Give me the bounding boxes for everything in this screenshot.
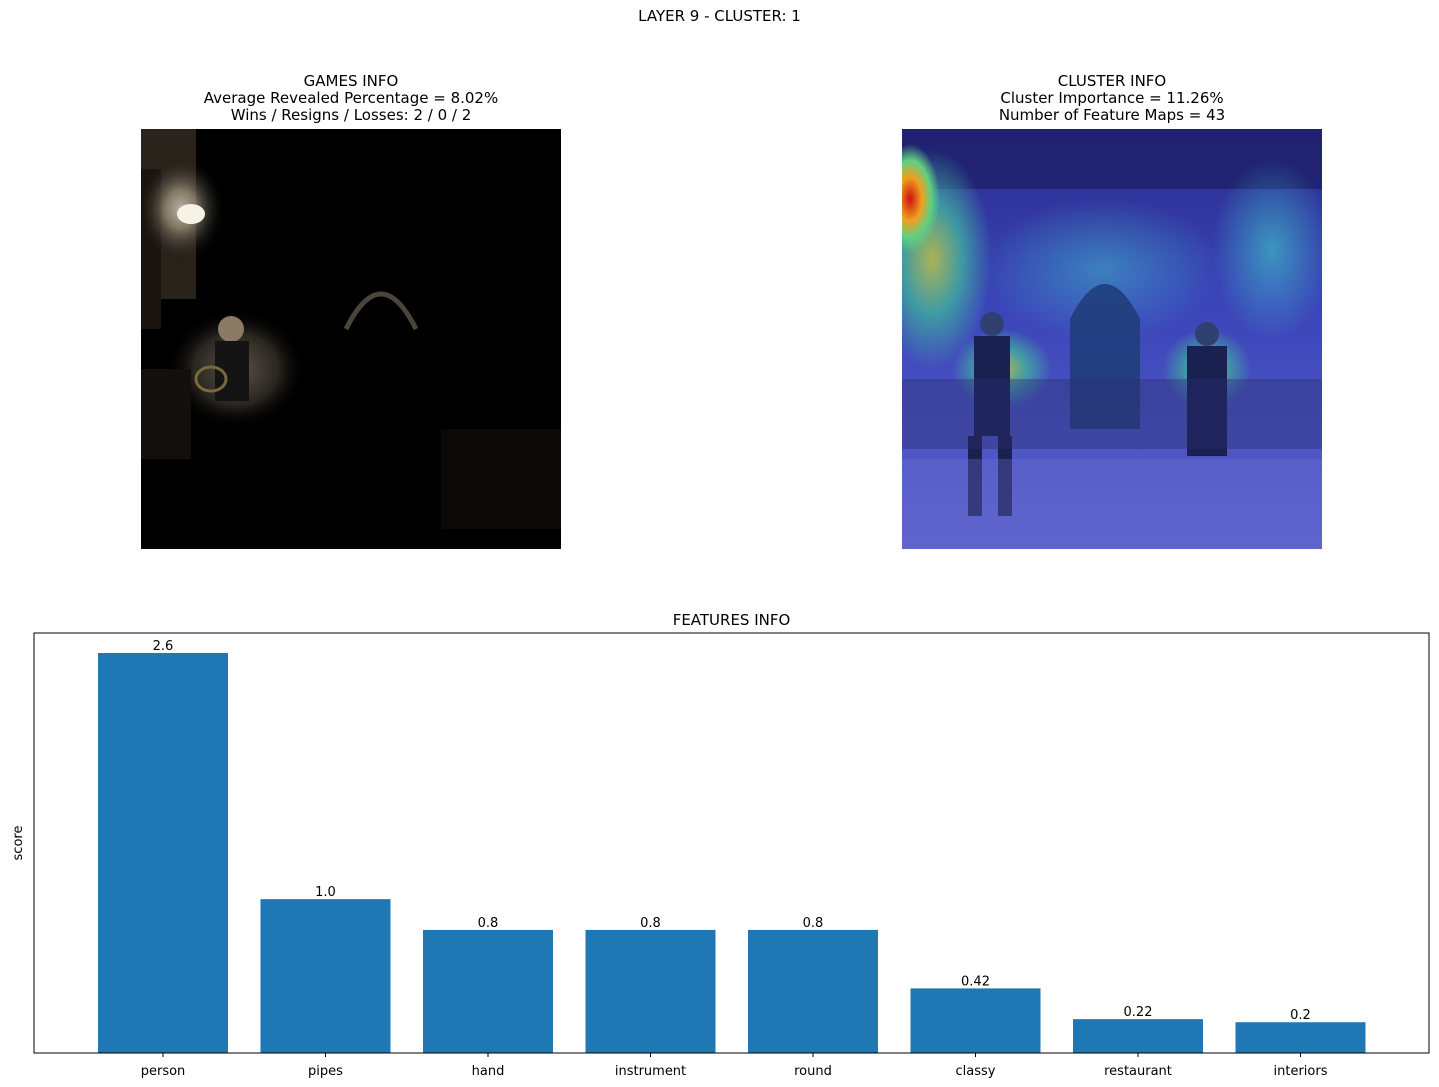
- x-tick-label-round: round: [794, 1064, 832, 1079]
- bar-value-label-interiors: 0.2: [1290, 1008, 1311, 1023]
- y-axis-label: score: [11, 826, 26, 861]
- heatmap-image: [902, 129, 1322, 549]
- cluster-info-title: CLUSTER INFO: [1057, 72, 1167, 90]
- figure-suptitle: LAYER 9 - CLUSTER: 1: [638, 7, 801, 25]
- x-tick-label-interiors: interiors: [1274, 1064, 1328, 1079]
- bar-interiors: [1235, 1022, 1366, 1053]
- bar-classy: [910, 988, 1041, 1053]
- cluster-info-importance: Cluster Importance = 11.26%: [1000, 89, 1224, 107]
- plot-frame: [33, 632, 1430, 1054]
- bar-value-label-round: 0.8: [803, 916, 824, 931]
- bar-person: [98, 653, 228, 1053]
- bar-value-label-hand: 0.8: [478, 916, 499, 931]
- bar-instrument: [585, 929, 716, 1053]
- games-info-revealed: Average Revealed Percentage = 8.02%: [203, 89, 499, 107]
- masked-image: [141, 129, 561, 549]
- bar-pipes: [260, 899, 391, 1053]
- games-info-header: GAMES INFO Average Revealed Percentage =…: [141, 73, 561, 124]
- x-tick-label-restaurant: restaurant: [1104, 1064, 1172, 1079]
- chart-title: FEATURES INFO: [672, 611, 791, 629]
- cluster-info-feature-maps: Number of Feature Maps = 43: [998, 106, 1226, 124]
- bar-value-label-person: 2.6: [153, 639, 174, 654]
- cluster-info-header: CLUSTER INFO Cluster Importance = 11.26%…: [902, 73, 1322, 124]
- x-tick-label-classy: classy: [956, 1064, 996, 1079]
- bar-round: [748, 929, 878, 1053]
- x-tick-label-hand: hand: [472, 1064, 505, 1079]
- x-tick-label-person: person: [141, 1064, 186, 1079]
- bar-hand: [423, 929, 553, 1053]
- bar-value-label-instrument: 0.8: [640, 916, 661, 931]
- bar-restaurant: [1073, 1019, 1203, 1053]
- bar-value-label-restaurant: 0.22: [1124, 1005, 1153, 1020]
- x-tick-label-pipes: pipes: [308, 1064, 343, 1079]
- games-info-record: Wins / Resigns / Losses: 2 / 0 / 2: [230, 106, 472, 124]
- games-info-title: GAMES INFO: [303, 72, 399, 90]
- bar-value-label-pipes: 1.0: [315, 885, 336, 900]
- bar-value-label-classy: 0.42: [961, 974, 990, 989]
- x-tick-label-instrument: instrument: [615, 1064, 686, 1079]
